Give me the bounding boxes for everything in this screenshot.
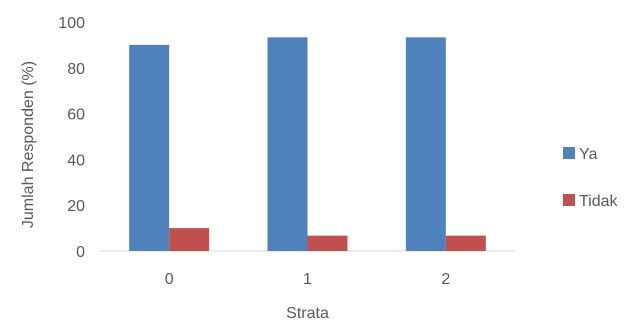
y-tick-label: 40 <box>67 152 85 169</box>
bars <box>129 37 486 252</box>
x-tick-label: 0 <box>165 271 174 288</box>
legend-swatch-ya <box>563 147 575 159</box>
bar-tidak-2 <box>445 235 486 251</box>
bar-ya-2 <box>405 37 446 251</box>
y-tick-label: 60 <box>67 107 85 124</box>
x-tick-label: 2 <box>441 271 450 288</box>
y-axis-label: Jumlah Responden (%) <box>20 61 37 228</box>
bar-tidak-1 <box>307 235 348 251</box>
x-axis-ticks: 0 1 2 <box>165 271 451 288</box>
y-tick-label: 80 <box>67 61 85 78</box>
legend: Ya Tidak <box>563 146 619 210</box>
legend-label-tidak: Tidak <box>579 193 619 210</box>
bar-ya-0 <box>129 44 170 252</box>
x-tick-label: 1 <box>303 271 312 288</box>
y-tick-label: 20 <box>67 198 85 215</box>
bar-ya-1 <box>267 37 308 251</box>
y-axis-ticks: 0 20 40 60 80 100 <box>58 15 85 261</box>
legend-label-ya: Ya <box>579 146 597 163</box>
legend-swatch-tidak <box>563 194 575 206</box>
y-tick-label: 100 <box>58 15 85 32</box>
x-axis-label: Strata <box>286 305 329 322</box>
bar-tidak-0 <box>169 228 210 251</box>
y-tick-label: 0 <box>76 244 85 261</box>
